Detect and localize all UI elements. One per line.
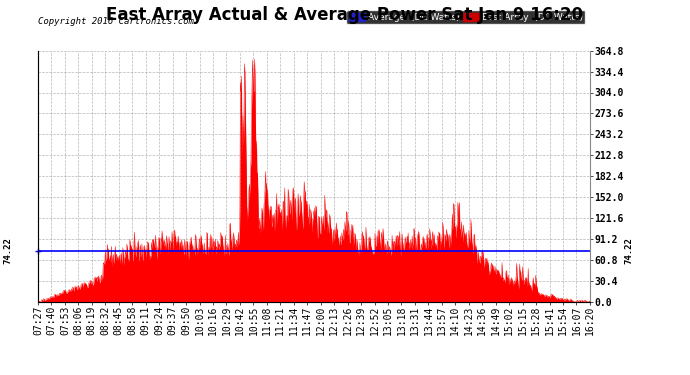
Text: 74.22: 74.22 bbox=[3, 237, 12, 264]
Text: 74.22: 74.22 bbox=[624, 237, 633, 264]
Legend: Average  (DC Watts), East Array  (DC Watts): Average (DC Watts), East Array (DC Watts… bbox=[346, 10, 585, 24]
Text: Copyright 2016 Cartronics.com: Copyright 2016 Cartronics.com bbox=[38, 17, 194, 26]
Text: East Array Actual & Average Power Sat Jan 9 16:20: East Array Actual & Average Power Sat Ja… bbox=[106, 6, 584, 24]
